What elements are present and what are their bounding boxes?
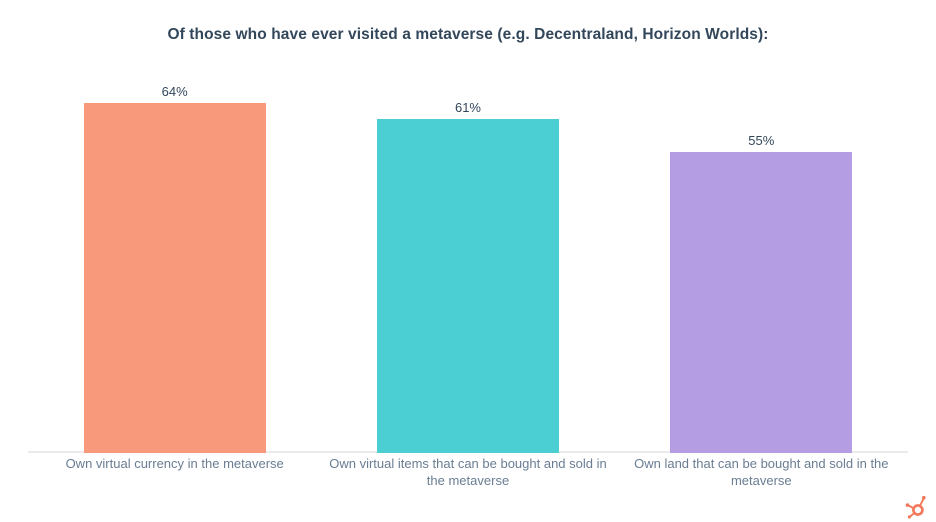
hubspot-sprocket-icon <box>905 495 926 519</box>
bar-chart-plot-area: 64% 61% 55% <box>28 0 908 453</box>
bar-column: 61% <box>321 101 614 453</box>
bars-container: 64% 61% 55% <box>28 0 908 453</box>
x-axis-category-label: Own virtual items that can be bought and… <box>329 456 607 488</box>
x-axis-category-label: Own virtual currency in the metaverse <box>65 456 284 471</box>
bar <box>83 103 266 453</box>
bar-column: 55% <box>615 134 908 453</box>
x-axis-category-label: Own land that can be bought and sold in … <box>634 456 889 488</box>
chart-title: Of those who have ever visited a metaver… <box>167 26 769 43</box>
bar-value-label: 61% <box>454 100 481 115</box>
bar <box>376 119 559 453</box>
bar <box>670 152 853 453</box>
bar-column: 64% <box>28 85 321 453</box>
x-axis-category-labels: Own virtual currency in the metaverse Own… <box>28 456 908 490</box>
bar-value-label: 64% <box>161 84 188 99</box>
bar-value-label: 55% <box>748 133 775 148</box>
